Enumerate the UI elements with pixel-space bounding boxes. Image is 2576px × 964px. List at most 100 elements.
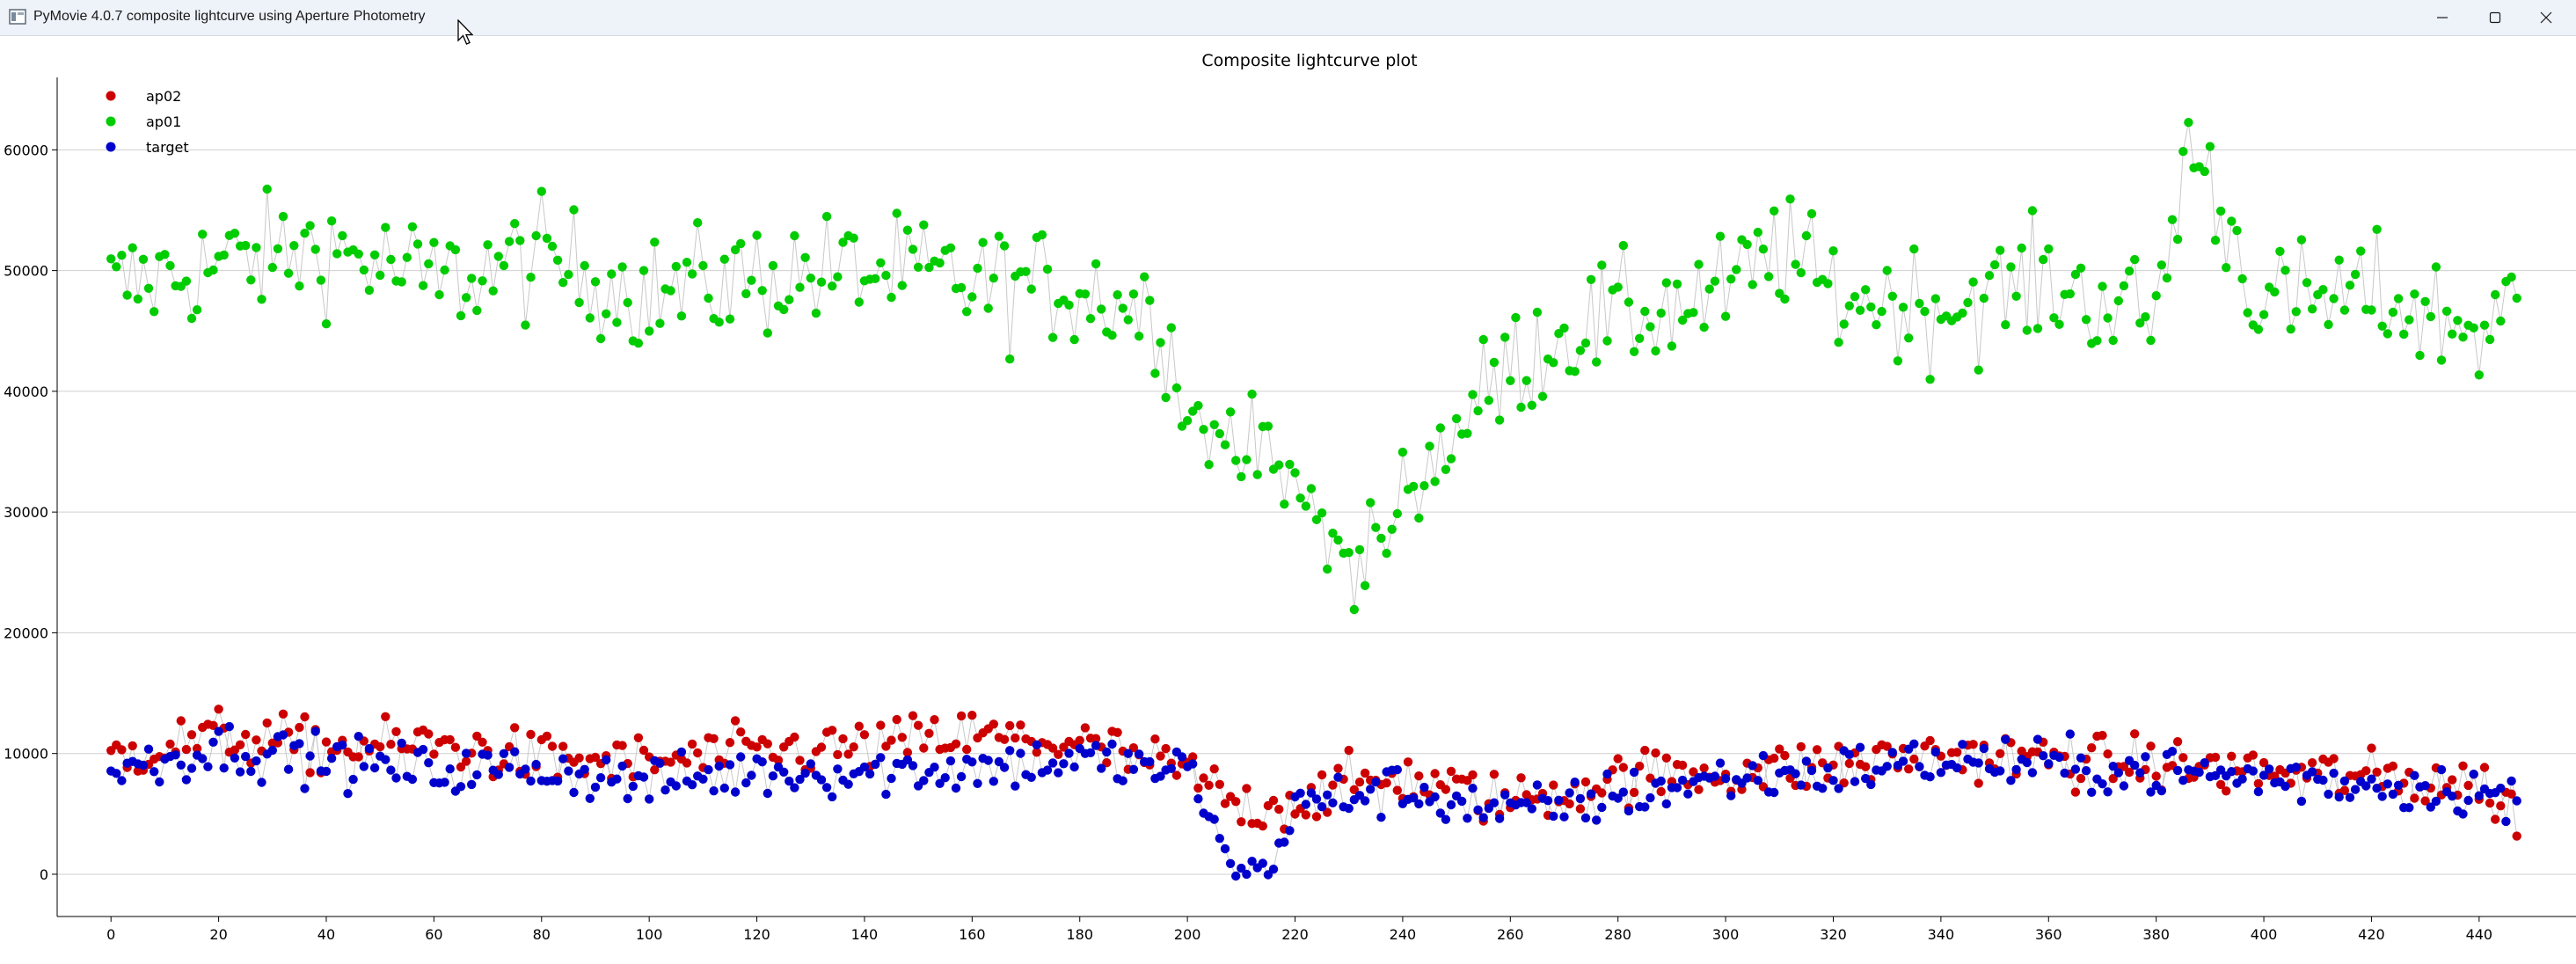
ap01-point [252,243,261,252]
ap01-point [1064,300,1074,310]
target-point [1032,740,1042,749]
ap01-point [1549,358,1558,368]
ap02-point [1311,812,1322,822]
x-tick-label: 160 [959,926,986,943]
ap01-point [1220,440,1230,449]
ap01-point [289,241,299,251]
ap02-point [1952,748,1962,757]
ap02-point [450,742,461,752]
ap01-point [1801,230,1812,241]
ap02-point [2485,798,2495,808]
target-point [2194,767,2204,778]
target-point [930,763,939,772]
target-point [1715,758,1726,768]
target-point [1882,762,1892,771]
target-point [1770,787,1779,798]
target-point [843,779,853,789]
ap01-point [854,297,864,307]
ap01-point [2151,291,2161,301]
ap01-point [1661,278,1672,288]
ap02-point [1651,748,1660,758]
x-tick-label: 100 [636,926,663,943]
ap01-point [2039,254,2048,265]
target-point [1532,780,1543,790]
target-point [1166,763,1177,773]
ap02-point [1677,760,1688,770]
ap02-point [558,741,568,751]
ap01-point [1844,301,1854,310]
target-point [1005,746,1015,756]
ap01-point [478,276,487,286]
target-point [1866,779,1876,790]
ap02-point [2491,814,2500,824]
ap02-point [951,739,961,749]
target-point [1613,793,1623,803]
target-point [1850,777,1860,786]
ap01-point [2345,281,2355,290]
ap01-point [1527,400,1537,410]
target-point [1801,756,1812,766]
target-point [510,747,520,756]
target-point [295,739,304,749]
target-point [2011,764,2021,775]
ap01-point [1537,391,1548,401]
target-point [461,749,471,758]
target-point [806,759,815,769]
target-point [1915,762,1924,771]
ap02-point [1618,763,1629,772]
ap01-point [2410,289,2419,299]
minimize-button[interactable] [2414,0,2470,35]
target-point [1758,750,1769,761]
ap02-point [1882,741,1892,751]
ap02-point [376,741,385,752]
ap02-point [897,733,907,742]
target-point [2081,766,2091,776]
ap01-point [1145,296,1155,305]
target-point [1311,794,1322,804]
ap01-point [2431,262,2441,272]
target-point [989,777,999,786]
ap01-point [1651,346,1660,356]
ap02-point [1812,745,1822,755]
ap01-point [499,260,509,271]
target-point [186,763,197,773]
target-point [2377,792,2387,801]
legend-label-ap01: ap01 [146,113,181,130]
y-tick-label: 50000 [4,263,48,280]
ap01-point [326,216,337,226]
ap01-point [1592,357,1602,367]
ap01-point [2027,206,2038,215]
window-titlebar[interactable]: PyMovie 4.0.7 composite lightcurve using… [0,0,2576,36]
lightcurve-chart[interactable]: Composite lightcurve plot 0 10000 20000 300… [0,36,2576,960]
ap01-point [1468,390,1478,399]
target-point [2296,796,2307,807]
x-tick-label: 200 [1174,926,1201,943]
ap01-point [283,268,294,278]
ap02-point [828,726,837,735]
ap01-point [150,307,159,317]
ap02-point [386,740,396,749]
target-point [2156,785,2166,796]
maximize-button[interactable] [2467,0,2523,35]
target-point [821,783,832,792]
target-point [800,768,810,778]
target-point [881,789,891,800]
ap01-point [2372,224,2382,234]
target-point [1220,844,1230,854]
target-point [1629,767,1639,778]
ap01-point [956,282,967,293]
target-point [655,758,665,768]
plot-area[interactable]: Composite lightcurve plot 0 10000 20000 300… [0,36,2576,960]
ap01-point [2399,329,2409,340]
ap01-point [521,320,530,330]
ap01-point [1414,513,1424,523]
target-point [2044,759,2054,769]
ap02-point [176,716,186,726]
ap02-point [1446,766,1456,777]
target-point [564,766,573,776]
target-point [1188,759,1198,769]
target-point [2420,781,2430,791]
ap02-point [321,737,332,747]
ap01-point [1026,284,1036,294]
close-button[interactable] [2518,0,2574,35]
